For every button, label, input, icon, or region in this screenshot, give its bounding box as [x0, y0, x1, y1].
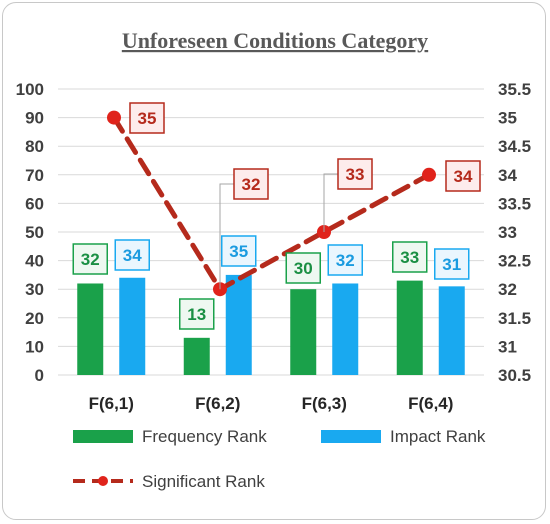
right-tick-label: 33: [498, 223, 517, 242]
category-label: F(6,3): [302, 394, 347, 413]
data-label-box: [179, 298, 215, 330]
significant-data-label: 33: [323, 158, 373, 232]
legend-marker-significant: [98, 476, 108, 486]
data-label-box: [392, 241, 428, 273]
left-tick-label: 20: [25, 309, 44, 328]
chart-title: Unforeseen Conditions Category: [122, 28, 428, 53]
data-label-text: 34: [454, 167, 473, 186]
impact-data-label: 35: [221, 235, 257, 267]
right-tick-label: 34: [498, 166, 517, 185]
data-label-box: [114, 239, 150, 271]
data-label-text: 32: [242, 175, 261, 194]
leader-line: [219, 183, 234, 290]
right-tick-label: 31: [498, 337, 517, 356]
significant-data-label: 34: [445, 160, 481, 192]
legend-item-frequency: Frequency Rank: [73, 427, 267, 446]
frequency-bar: [396, 280, 423, 375]
category-label: F(6,2): [195, 394, 240, 413]
data-label-box: [221, 235, 257, 267]
impact-bar: [332, 283, 359, 375]
frequency-bar: [77, 283, 104, 375]
right-tick-label: 32.5: [498, 252, 531, 271]
significant-rank-point: [422, 167, 436, 182]
data-labels: 32 13 30 33 34 35 32 31 35 32 33 34: [72, 102, 481, 330]
impact-bar: [119, 277, 146, 375]
legend: Frequency Rank Impact Rank Significant R…: [73, 427, 486, 491]
left-tick-label: 90: [25, 109, 44, 128]
data-label-box: [445, 160, 481, 192]
leader-line: [323, 173, 338, 232]
bars: [77, 274, 465, 375]
significant-rank-point: [107, 110, 121, 125]
legend-label-impact: Impact Rank: [390, 427, 486, 446]
data-label-text: 31: [442, 255, 461, 274]
left-tick-label: 60: [25, 194, 44, 213]
data-label-box: [327, 244, 363, 276]
right-tick-label: 33.5: [498, 194, 531, 213]
data-label-text: 32: [81, 250, 100, 269]
data-label-box: [129, 102, 165, 134]
data-label-text: 34: [123, 246, 142, 265]
legend-label-frequency: Frequency Rank: [142, 427, 267, 446]
data-label-box: [434, 248, 470, 280]
significant-data-label: 35: [129, 102, 165, 134]
left-tick-label: 10: [25, 337, 44, 356]
left-tick-label: 30: [25, 280, 44, 299]
legend-swatch-frequency: [73, 430, 133, 443]
legend-item-significant: Significant Rank: [73, 472, 265, 491]
right-tick-label: 30.5: [498, 366, 531, 385]
left-axis-ticks: 0 10 20 30 40 50 60 70 80 90 100: [16, 80, 44, 385]
significant-rank-path: [111, 115, 432, 293]
impact-bar: [225, 274, 252, 375]
category-label: F(6,1): [89, 394, 134, 413]
right-axis-ticks: 30.5 31 31.5 32 32.5 33 33.5 34 34.5 35 35.5: [498, 80, 531, 385]
category-label: F(6,4): [408, 394, 453, 413]
impact-data-label: 31: [434, 248, 470, 280]
legend-label-significant: Significant Rank: [142, 472, 265, 491]
legend-swatch-impact: [321, 430, 381, 443]
left-tick-label: 40: [25, 252, 44, 271]
impact-data-label: 34: [114, 239, 150, 271]
frequency-bar: [183, 337, 210, 375]
right-tick-label: 32: [498, 280, 517, 299]
data-label-text: 30: [294, 259, 313, 278]
frequency-data-label: 32: [72, 243, 108, 275]
data-label-text: 35: [138, 109, 157, 128]
frequency-bar: [290, 289, 317, 375]
category-labels: F(6,1) F(6,2) F(6,3) F(6,4): [89, 394, 454, 413]
data-label-box: [337, 158, 373, 190]
left-tick-label: 70: [25, 166, 44, 185]
left-tick-label: 50: [25, 223, 44, 242]
right-tick-label: 31.5: [498, 309, 531, 328]
left-tick-label: 80: [25, 137, 44, 156]
data-label-text: 33: [346, 165, 365, 184]
impact-data-label: 32: [327, 244, 363, 276]
frequency-data-label: 30: [285, 252, 321, 284]
right-tick-label: 34.5: [498, 137, 531, 156]
data-label-text: 35: [229, 242, 248, 261]
significant-data-label: 32: [219, 168, 269, 290]
data-label-text: 33: [400, 248, 419, 267]
right-tick-label: 35.5: [498, 80, 531, 99]
left-tick-label: 100: [16, 80, 44, 99]
data-label-text: 32: [336, 251, 355, 270]
left-tick-label: 0: [35, 366, 44, 385]
frequency-data-label: 33: [392, 241, 428, 273]
data-label-box: [285, 252, 321, 284]
legend-item-impact: Impact Rank: [321, 427, 486, 446]
impact-bar: [438, 286, 465, 375]
data-label-box: [233, 168, 269, 200]
frequency-data-label: 13: [179, 298, 215, 330]
data-label-text: 13: [187, 305, 206, 324]
data-label-box: [72, 243, 108, 275]
right-tick-label: 35: [498, 109, 517, 128]
